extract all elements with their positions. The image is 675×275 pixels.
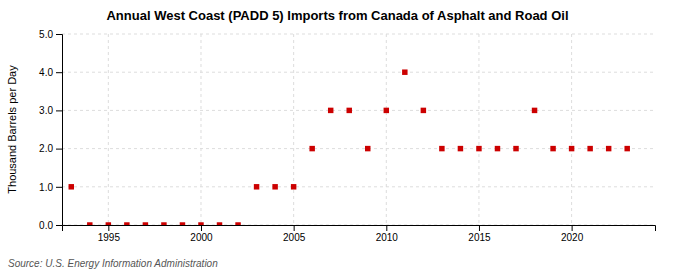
point [143,222,148,225]
point [346,108,351,113]
y-grid-line [62,186,655,187]
y-grid-line [62,34,655,35]
x-tick: 2000 [190,225,213,243]
point [106,222,111,225]
y-tick-label: 5.0 [39,29,53,40]
y-axis-line [56,35,63,226]
background [0,0,675,275]
point [458,146,463,151]
point [87,222,92,225]
point [532,108,537,113]
x-axis-line [63,226,656,232]
y-tick-label: 0.0 [39,220,53,231]
point [309,146,314,151]
point [550,146,555,151]
point [365,146,370,151]
point [161,222,166,225]
point [402,69,407,74]
x-tick-mark [294,225,295,231]
point [328,108,333,113]
point [272,184,277,189]
point [384,108,389,113]
y-tick-label: 4.0 [39,67,53,78]
y-tick-mark [56,187,62,188]
point [291,184,296,189]
x-grid-line [478,34,479,225]
point [495,146,500,151]
point [69,184,74,189]
y-tick: 1.0 [39,182,62,193]
point [198,222,203,225]
point [476,146,481,151]
x-tick: 2015 [468,225,491,243]
point [124,222,129,225]
y-tick-mark [56,34,62,35]
point [606,146,611,151]
x-grid-line [108,34,109,225]
y-tick-mark [56,225,62,226]
y-grid-line [62,148,655,149]
y-grid-line [62,72,655,73]
point [421,108,426,113]
annotation: Source: U.S. Energy Information Administ… [8,258,218,269]
y-tick: 4.0 [39,67,62,78]
point [254,184,259,189]
y-axis-label: Thousand Barrels per Day [6,65,18,194]
y-tick-mark [56,110,62,111]
point [217,222,222,225]
point [569,146,574,151]
point [513,146,518,151]
y-tick: 0.0 [39,220,62,231]
point [235,222,240,225]
x-tick-label: 1995 [98,232,121,243]
x-tick: 1995 [98,225,121,243]
x-tick-mark [108,225,109,231]
x-tick-mark [572,225,573,231]
x-axis: 1995 2000 2005 2010 2015 2020 [63,225,656,243]
point [587,146,592,151]
point [180,222,185,225]
y-tick: 5.0 [39,29,62,40]
x-tick-label: 2020 [561,232,584,243]
x-tick-label: 2015 [468,232,491,243]
x-tick: 2005 [283,225,306,243]
x-tick-label: 2010 [376,232,399,243]
y-tick-label: 1.0 [39,182,53,193]
y-tick-mark [56,149,62,150]
x-tick: 2020 [561,225,584,243]
y-tick-label: 2.0 [39,143,53,154]
x-tick-label: 2000 [190,232,213,243]
plot: 1995 2000 2005 2010 2015 2020 0.0 1.0 2.0 3.0 4.0 5… [39,29,655,243]
x-grid-line [293,34,294,225]
point [624,146,629,151]
y-tick-label: 3.0 [39,105,53,116]
points [69,69,630,225]
y-grid-line [62,110,655,111]
x-grid-line [386,34,387,225]
title: Annual West Coast (PADD 5) Imports from … [106,8,568,23]
chart: 1995 2000 2005 2010 2015 2020 0.0 1.0 2.0 3.0 4.0 5… [0,0,675,275]
x-grid-line [571,34,572,225]
x-tick-mark [479,225,480,231]
point [439,146,444,151]
x-tick: 2010 [376,225,399,243]
x-tick-mark [386,225,387,231]
y-tick-mark [56,72,62,73]
x-grid-line [200,34,201,225]
y-axis: 0.0 1.0 2.0 3.0 4.0 5.0 [39,29,62,231]
y-tick: 3.0 [39,105,62,116]
x-tick-mark [201,225,202,231]
x-tick-label: 2005 [283,232,306,243]
grid [62,34,655,225]
y-tick: 2.0 [39,143,62,154]
